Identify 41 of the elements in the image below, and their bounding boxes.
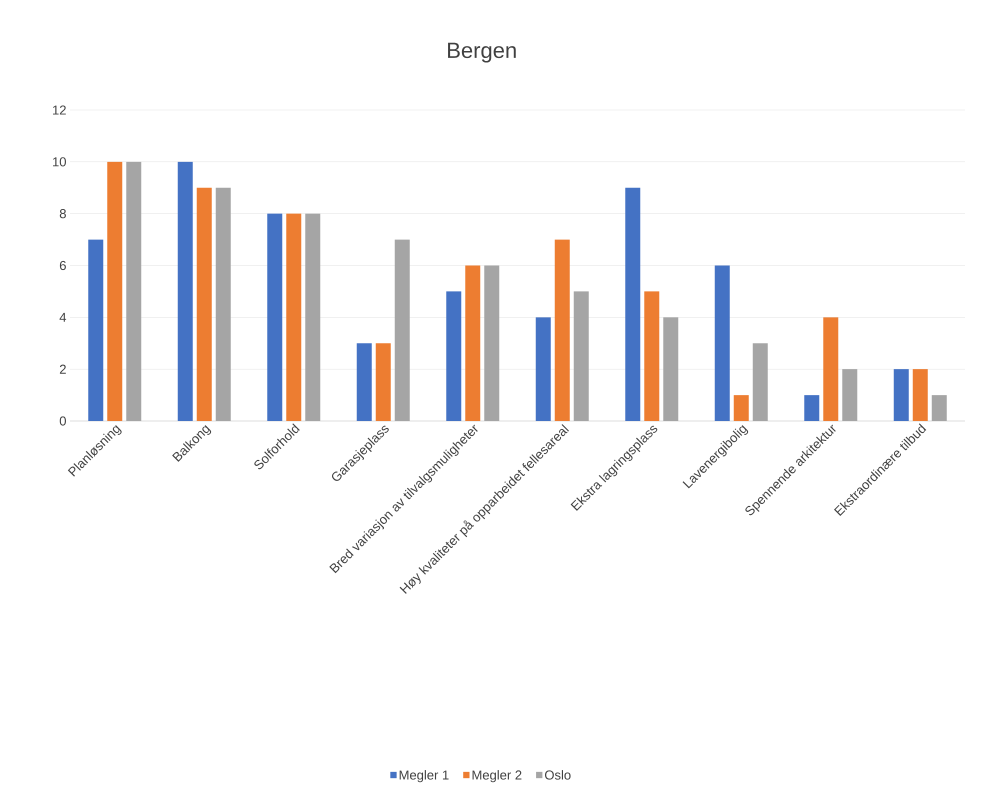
legend-label: Megler 1: [400, 770, 449, 782]
bar: [178, 162, 193, 421]
bar: [625, 188, 640, 421]
bar: [465, 266, 480, 421]
y-tick-label: 10: [53, 157, 66, 166]
bar: [107, 162, 122, 421]
y-tick-label: 8: [60, 209, 66, 218]
bar: [663, 317, 678, 421]
bar: [267, 214, 282, 421]
y-tick-label: 12: [53, 105, 66, 115]
bar: [356, 343, 372, 421]
bar: [894, 369, 909, 421]
bar: [394, 240, 410, 421]
bar: [88, 240, 104, 421]
legend-label: Megler 2: [472, 770, 522, 782]
bar: [484, 266, 500, 421]
bar: [752, 343, 768, 421]
bar: [932, 395, 947, 421]
y-tick-label: 6: [60, 260, 66, 270]
legend-label: Oslo: [544, 770, 571, 780]
bar: [912, 369, 928, 421]
bar: [574, 291, 589, 421]
bar: [286, 214, 302, 421]
chart-title: Bergen: [448, 42, 516, 62]
bar: [644, 291, 660, 421]
bar: [126, 162, 142, 421]
bar: [554, 240, 570, 421]
bar: [536, 317, 551, 421]
bar: [446, 291, 462, 421]
bar: [305, 214, 320, 421]
bar: [376, 343, 391, 421]
bar: [714, 266, 730, 421]
y-tick-label: 0: [60, 416, 66, 426]
bar: [842, 369, 858, 421]
y-tick-label: 2: [60, 364, 66, 374]
y-tick-label: 4: [60, 312, 66, 322]
bar: [734, 395, 749, 421]
bar: [196, 188, 212, 421]
bar: [804, 395, 820, 421]
bar: [823, 317, 838, 421]
bar: [216, 188, 231, 421]
